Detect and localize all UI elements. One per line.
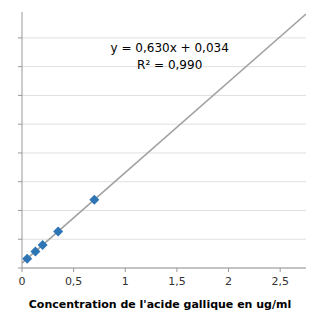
x-tick — [73, 268, 74, 272]
grid-line — [22, 239, 306, 240]
y-tick — [18, 66, 22, 67]
x-tick — [22, 268, 23, 272]
grid-line — [22, 37, 306, 38]
y-tick — [18, 37, 22, 38]
x-tick — [176, 268, 177, 272]
y-axis — [22, 12, 23, 268]
grid-line — [22, 181, 306, 182]
x-tick-label: 0 — [19, 275, 26, 288]
data-point — [22, 254, 32, 264]
trend-line — [22, 14, 306, 263]
x-tick-label: 1 — [122, 275, 129, 288]
grid-line — [22, 95, 306, 96]
y-tick — [18, 239, 22, 240]
x-tick-label: 2,5 — [271, 275, 289, 288]
data-point — [30, 246, 40, 256]
data-point — [89, 195, 99, 205]
y-tick — [18, 210, 22, 211]
y-tick — [18, 181, 22, 182]
grid-line — [22, 210, 306, 211]
x-tick-label: 0,5 — [65, 275, 83, 288]
chart: 0 0,5 1 1,5 2 2,5 y = 0,630x + 0,034 R² = 0,990… — [0, 0, 320, 320]
annotation: y = 0,630x + 0,034 — [111, 41, 229, 55]
y-tick — [18, 124, 22, 125]
y-tick — [18, 268, 22, 269]
data-point — [38, 240, 48, 250]
x-tick — [280, 268, 281, 272]
y-tick — [18, 95, 22, 96]
grid-line — [22, 268, 306, 269]
x-tick-label: 1,5 — [168, 275, 186, 288]
grid — [22, 38, 306, 268]
grid-line — [22, 124, 306, 125]
x-tick-label: 2 — [225, 275, 232, 288]
data-point — [53, 226, 63, 236]
annotation: R² = 0,990 — [137, 58, 202, 72]
grid-line — [22, 152, 306, 153]
y-tick — [18, 152, 22, 153]
x-tick — [125, 268, 126, 272]
plot-area — [22, 14, 306, 264]
x-axis-label: Concentration de l'acide gallique en ug/… — [29, 298, 292, 311]
x-axis — [22, 268, 306, 269]
x-tick — [228, 268, 229, 272]
